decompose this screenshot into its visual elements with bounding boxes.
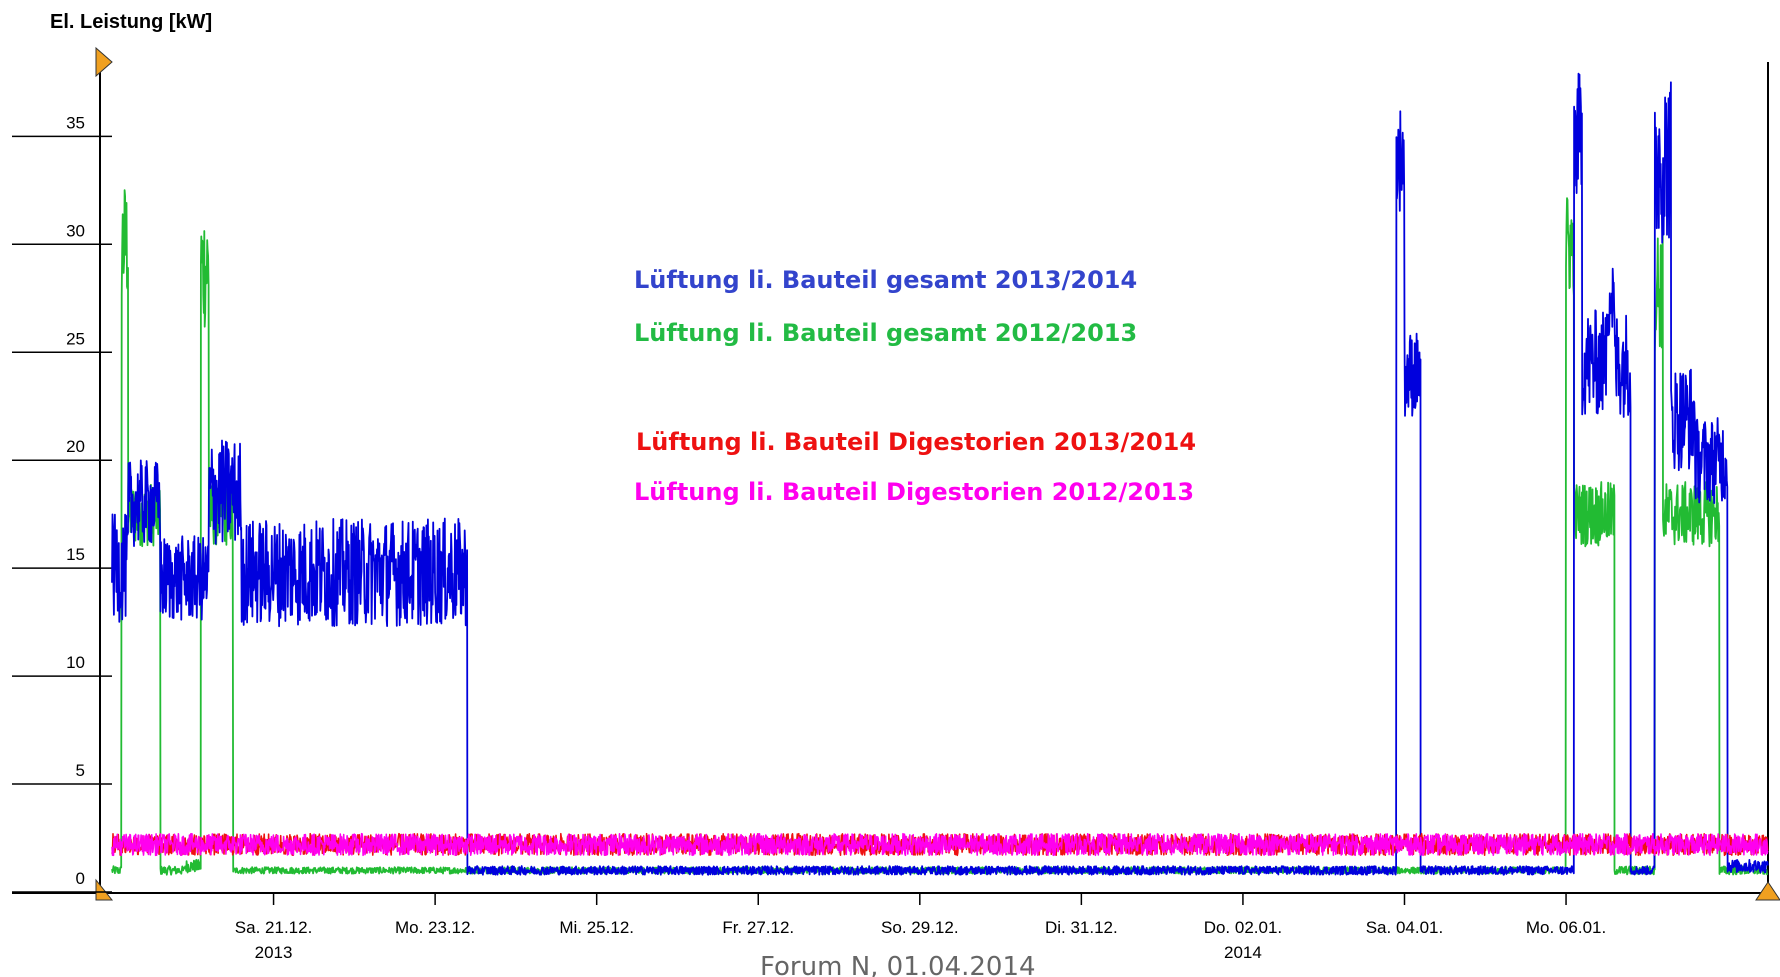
x-tick-label: So. 29.12. [881,918,959,937]
x-tick-year: 2014 [1224,943,1262,962]
x-tick-label: Do. 02.01. [1204,918,1282,937]
x-tick-year: 2013 [255,943,293,962]
y-tick-label: 30 [66,221,85,240]
series-line-1 [111,72,1769,876]
axes: 0 5 10 15 20 25 30 35 [12,46,1780,901]
footer-text: Forum N, 01.04.2014 [760,952,1036,977]
x-tick-label: Fr. 27.12. [722,918,794,937]
x-tick-label: Mi. 25.12. [559,918,634,937]
y-tick-label: 0 [76,869,85,888]
y-tick-label: 15 [66,545,85,564]
right-marker-icon [1755,881,1780,901]
y-tick-label: 5 [76,761,85,780]
legend-item-3: Lüftung li. Bauteil Digestorien 2013/201… [636,428,1196,456]
y-axis-label: El. Leistung [kW] [50,11,212,33]
legend-item-1: Lüftung li. Bauteil gesamt 2013/2014 [634,266,1137,294]
left-marker-icon [95,878,114,901]
x-tick-label: Sa. 04.01. [1366,918,1444,937]
x-tick-label: Mo. 06.01. [1526,918,1606,937]
y-tick-label: 35 [66,113,85,132]
y-tick-label: 10 [66,653,85,672]
x-tick-label: Sa. 21.12. [235,918,313,937]
top-marker-icon [95,46,113,78]
y-tick-label: 20 [66,437,85,456]
y-tick-label: 25 [66,329,85,348]
legend-item-2: Lüftung li. Bauteil gesamt 2012/2013 [634,319,1137,347]
x-tick-label: Mo. 23.12. [395,918,475,937]
x-ticks: Sa. 21.12. 2013 Mo. 23.12. Mi. 25.12. Fr. 27… [235,893,1606,962]
series-line-4 [111,832,1769,857]
x-tick-label: Di. 31.12. [1045,918,1118,937]
legend-item-4: Lüftung li. Bauteil Digestorien 2012/201… [634,478,1194,506]
series-layer [111,72,1769,876]
